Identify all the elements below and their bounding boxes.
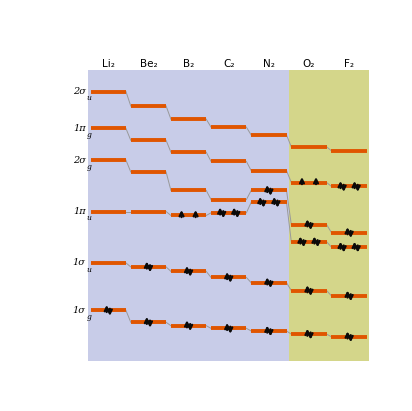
Text: 1σ: 1σ <box>73 306 86 315</box>
Text: B₂: B₂ <box>183 59 194 69</box>
Bar <box>88 70 129 360</box>
Text: g: g <box>86 313 91 321</box>
Text: g: g <box>86 131 91 139</box>
Text: F₂: F₂ <box>344 59 354 69</box>
Bar <box>289 70 329 360</box>
Bar <box>208 70 249 360</box>
Text: g: g <box>86 163 91 171</box>
Text: u: u <box>86 94 91 102</box>
Text: C₂: C₂ <box>223 59 234 69</box>
Bar <box>249 70 289 360</box>
Text: 1π: 1π <box>73 207 86 216</box>
Text: Li₂: Li₂ <box>102 59 115 69</box>
Text: 2σ: 2σ <box>73 87 86 96</box>
Text: u: u <box>86 214 91 222</box>
Bar <box>169 70 208 360</box>
Text: O₂: O₂ <box>303 59 315 69</box>
Text: u: u <box>86 266 91 274</box>
Text: Be₂: Be₂ <box>140 59 157 69</box>
Text: N₂: N₂ <box>263 59 275 69</box>
Text: 2σ: 2σ <box>73 156 86 164</box>
Bar <box>129 70 169 360</box>
Text: 1σ: 1σ <box>73 259 86 268</box>
Text: 1π: 1π <box>73 124 86 133</box>
Bar <box>329 70 369 360</box>
